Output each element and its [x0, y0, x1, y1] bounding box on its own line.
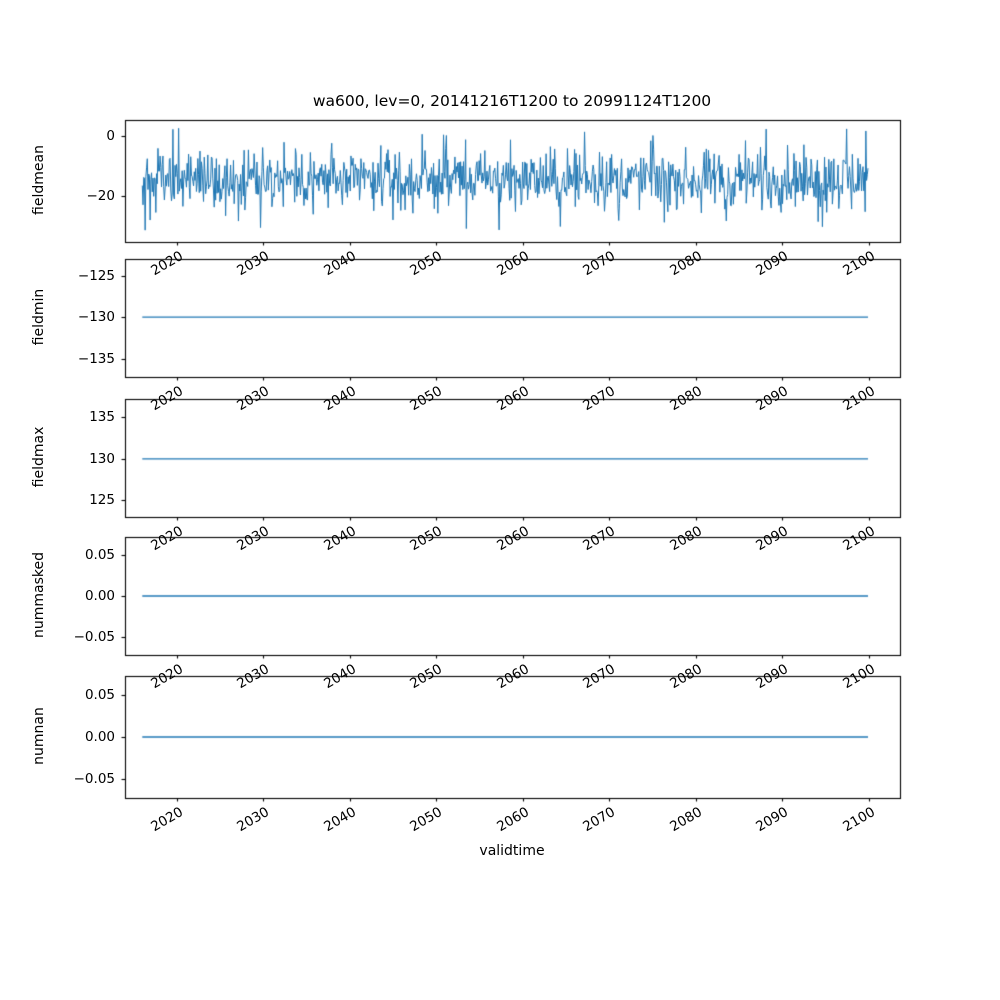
matplotlib-figure: wa600, lev=0, 20141216T1200 to 20991124T… [0, 0, 1000, 1000]
plot-canvas [0, 0, 1000, 1000]
